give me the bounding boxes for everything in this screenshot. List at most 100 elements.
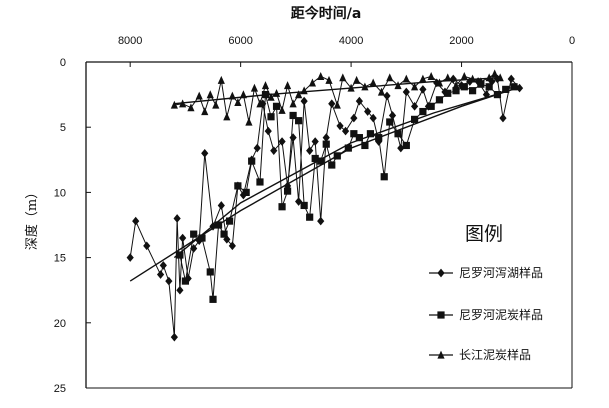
data-point-diamond — [350, 113, 358, 123]
data-point-square — [225, 217, 234, 225]
data-point-triangle — [308, 78, 317, 87]
data-point-triangle — [386, 73, 394, 82]
data-point-diamond — [126, 253, 134, 262]
data-point-square — [366, 130, 375, 138]
data-point-triangle — [333, 100, 341, 109]
legend-item: 长江泥炭样品 — [429, 347, 531, 362]
data-point-diamond — [306, 146, 314, 155]
x-tick-label: 6000 — [228, 35, 252, 47]
data-point-square — [485, 83, 493, 91]
data-point-diamond — [253, 143, 261, 153]
x-tick-label: 8000 — [118, 35, 142, 47]
data-point-diamond — [132, 216, 140, 226]
data-point-diamond — [295, 197, 303, 206]
data-point-diamond — [264, 126, 272, 136]
data-point-triangle — [347, 83, 355, 92]
data-point-diamond — [159, 261, 167, 270]
data-point-diamond — [179, 233, 187, 243]
data-point-square — [452, 87, 460, 95]
data-point-triangle — [460, 72, 468, 80]
data-point-triangle — [317, 72, 325, 80]
data-point-diamond — [383, 91, 391, 101]
legend-label: 尼罗河泥炭样品 — [459, 307, 543, 322]
data-point-diamond — [289, 133, 297, 142]
data-point-triangle — [212, 100, 220, 109]
data-point-triangle — [234, 98, 242, 107]
data-point-diamond — [259, 99, 267, 109]
data-point-square — [350, 130, 358, 138]
data-point-diamond — [176, 285, 184, 295]
legend-label: 尼罗河泻湖样品 — [459, 265, 543, 280]
data-point-square — [267, 113, 275, 121]
x-tick-label: 2000 — [449, 35, 473, 47]
data-point-square — [411, 115, 419, 123]
data-point-triangle — [278, 105, 286, 114]
data-point-diamond — [364, 107, 372, 116]
data-point-diamond — [369, 113, 377, 123]
data-point-diamond — [515, 83, 524, 93]
data-point-square — [289, 111, 297, 120]
data-point-square — [242, 188, 250, 196]
data-point-triangle — [435, 78, 444, 87]
data-point-triangle — [201, 107, 209, 116]
data-point-square — [300, 201, 308, 210]
data-point-diamond — [209, 221, 217, 231]
legend-item: 尼罗河泥炭样品 — [429, 307, 543, 322]
data-point-square — [272, 102, 281, 110]
x-tick-label: 0 — [569, 35, 575, 47]
data-point-triangle — [295, 90, 303, 99]
data-point-square — [444, 89, 452, 97]
data-point-diamond — [341, 126, 350, 136]
data-point-square — [190, 230, 198, 238]
data-point-triangle — [496, 73, 504, 82]
data-point-triangle — [300, 86, 308, 95]
data-point-diamond — [482, 90, 490, 99]
data-point-triangle — [444, 73, 452, 82]
data-point-triangle — [239, 90, 247, 99]
data-point-diamond — [388, 111, 397, 120]
data-point-triangle — [217, 75, 225, 84]
data-point-square — [234, 182, 242, 190]
data-point-triangle — [272, 88, 281, 97]
data-point-square — [311, 154, 319, 163]
data-point-triangle — [245, 117, 253, 126]
data-point-triangle — [325, 75, 333, 84]
y-tick-label: 20 — [54, 318, 66, 330]
legend-title: 图例 — [465, 223, 503, 245]
data-point-square — [181, 277, 190, 285]
data-point-square — [419, 107, 427, 116]
data-point-square — [375, 134, 383, 142]
data-point-triangle — [187, 103, 195, 112]
data-point-triangle — [394, 81, 402, 90]
data-point-square — [209, 295, 217, 303]
data-point-square — [206, 268, 214, 276]
data-point-square — [402, 141, 410, 150]
data-point-diamond — [300, 96, 308, 106]
x-tick-label: 4000 — [339, 35, 363, 47]
data-point-square — [380, 173, 388, 181]
data-point-diamond — [165, 276, 173, 286]
data-point-diamond — [336, 121, 344, 131]
chart-title: 距今时间/a — [291, 5, 362, 22]
data-point-square — [295, 117, 303, 125]
data-point-square — [510, 83, 518, 91]
data-point-triangle — [361, 82, 369, 91]
legend-label: 长江泥炭样品 — [459, 347, 531, 362]
data-point-triangle — [283, 81, 292, 90]
data-point-square — [344, 144, 352, 152]
data-point-square — [278, 203, 286, 211]
data-point-triangle — [170, 100, 178, 109]
legend-swatch-square — [437, 311, 445, 319]
data-point-square — [460, 83, 468, 91]
series-square — [176, 80, 518, 303]
data-point-diamond — [270, 146, 278, 155]
data-point-square — [333, 152, 341, 160]
data-point-square — [468, 87, 477, 95]
data-point-square — [493, 91, 502, 99]
data-point-triangle — [267, 92, 275, 101]
data-point-triangle — [452, 81, 460, 90]
data-point-diamond — [402, 87, 410, 97]
data-point-diamond — [419, 85, 427, 94]
